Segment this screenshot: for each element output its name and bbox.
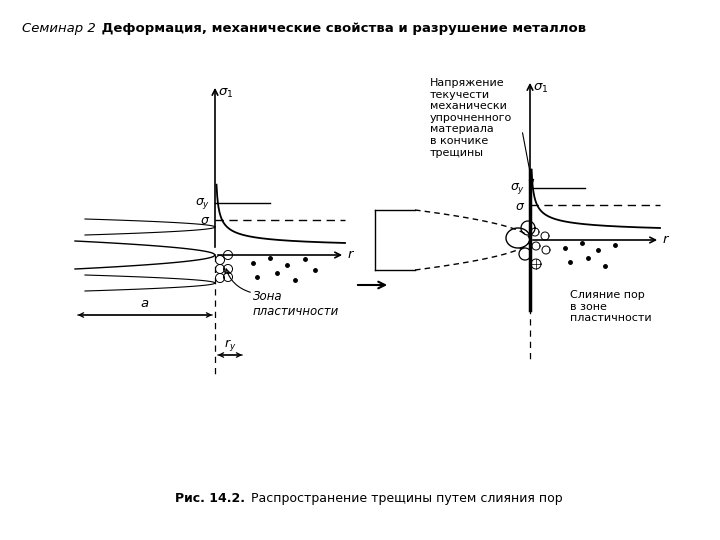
Text: Деформация, механические свойства и разрушение металлов: Деформация, механические свойства и разр… — [97, 22, 586, 35]
Text: $r$: $r$ — [662, 233, 670, 246]
Text: $\sigma$: $\sigma$ — [199, 214, 210, 227]
Text: $r_y$: $r_y$ — [224, 337, 236, 353]
Text: $a$: $a$ — [140, 297, 150, 310]
Text: $\sigma_1$: $\sigma_1$ — [218, 87, 233, 100]
Text: Семинар 2: Семинар 2 — [22, 22, 96, 35]
Text: Зона
пластичности: Зона пластичности — [253, 290, 339, 318]
Text: Напряжение
текучести
механически
упрочненного
материала
в кончике
трещины: Напряжение текучести механически упрочне… — [430, 78, 512, 158]
Text: Рис. 14.2.: Рис. 14.2. — [175, 492, 245, 505]
Text: $\sigma_y$: $\sigma_y$ — [195, 197, 210, 212]
Text: Распространение трещины путем слияния пор: Распространение трещины путем слияния по… — [247, 492, 562, 505]
Text: $\sigma_y$: $\sigma_y$ — [510, 181, 525, 197]
Text: Слияние пор
в зоне
пластичности: Слияние пор в зоне пластичности — [570, 290, 652, 323]
Text: $r$: $r$ — [347, 248, 355, 261]
Text: $\sigma$: $\sigma$ — [515, 199, 525, 213]
Text: $\sigma_1$: $\sigma_1$ — [533, 82, 549, 95]
